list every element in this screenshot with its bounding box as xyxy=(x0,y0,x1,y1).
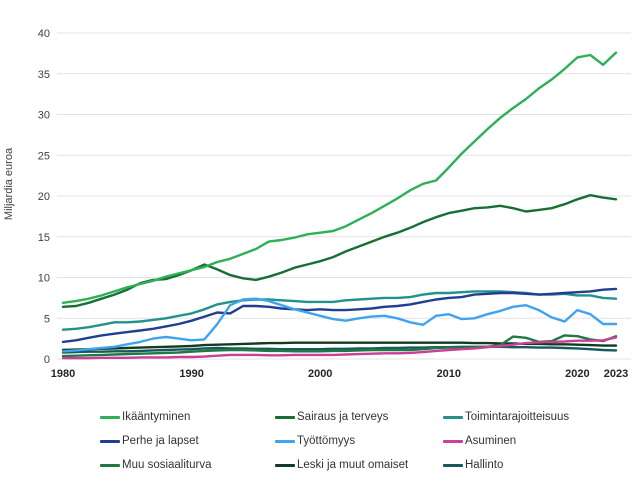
x-tick-label: 2020 xyxy=(565,368,589,380)
chart-legend: Ikääntyminen Sairaus ja terveys Toimintara… xyxy=(100,410,570,473)
legend-item: Hallinto xyxy=(443,458,570,473)
legend-label: Leski ja muut omaiset xyxy=(297,459,409,471)
legend-item: Työttömyys xyxy=(275,434,443,449)
series-line-perhe-ja-lapset xyxy=(61,287,618,344)
y-tick-label: 20 xyxy=(38,191,50,203)
legend-label: Hallinto xyxy=(465,459,504,471)
y-tick-label: 40 xyxy=(38,28,50,40)
series-line-asuminen xyxy=(61,336,618,360)
legend-swatch-icon xyxy=(443,440,463,443)
legend-swatch-icon xyxy=(100,440,120,443)
legend-swatch-icon xyxy=(275,464,295,467)
series-line-sairaus-ja-terveys xyxy=(61,193,618,308)
y-tick-label: 30 xyxy=(38,110,50,122)
x-tick-label: 1980 xyxy=(51,368,75,380)
legend-swatch-icon xyxy=(275,416,295,419)
legend-label: Sairaus ja terveys xyxy=(297,411,389,423)
legend-swatch-icon xyxy=(275,440,295,443)
legend-label: Ikääntyminen xyxy=(122,411,191,423)
legend-label: Perhe ja lapset xyxy=(122,435,199,447)
y-tick-label: 25 xyxy=(38,150,50,162)
y-tick-label: 15 xyxy=(38,232,50,244)
series-line-ikääntyminen xyxy=(61,51,618,304)
legend-label: Työttömyys xyxy=(297,435,356,447)
x-tick-label: 2023 xyxy=(604,368,628,380)
y-tick-label: 35 xyxy=(38,69,50,81)
legend-item: Asuminen xyxy=(443,434,570,449)
legend-swatch-icon xyxy=(443,464,463,467)
x-tick-label: 1990 xyxy=(179,368,203,380)
series-line-hallinto xyxy=(61,345,618,354)
legend-swatch-icon xyxy=(100,464,120,467)
legend-label: Muu sosiaaliturva xyxy=(122,459,212,471)
legend-item: Sairaus ja terveys xyxy=(275,410,443,425)
x-tick-label: 2000 xyxy=(308,368,332,380)
y-tick-label: 0 xyxy=(44,354,50,366)
y-tick-label: 10 xyxy=(38,273,50,285)
legend-swatch-icon xyxy=(443,416,463,419)
legend-item: Toimintarajoitteisuus xyxy=(443,410,570,425)
legend-item: Perhe ja lapset xyxy=(100,434,275,449)
legend-label: Asuminen xyxy=(465,435,517,447)
legend-item: Muu sosiaaliturva xyxy=(100,458,275,473)
plot-area: 0 5 10 15 20 25 30 35 40 1980 1990 2000 2010 2020 2023 xyxy=(38,28,631,380)
legend-item: Ikääntyminen xyxy=(100,410,275,425)
y-tick-label: 5 xyxy=(44,313,50,325)
series-line-työttömyys xyxy=(61,297,618,353)
legend-swatch-icon xyxy=(100,416,120,419)
legend-item: Leski ja muut omaiset xyxy=(275,458,443,473)
series-line-muu-sosiaaliturva xyxy=(61,334,618,358)
legend-label: Toimintarajoitteisuus xyxy=(465,411,570,423)
x-tick-label: 2010 xyxy=(437,368,461,380)
